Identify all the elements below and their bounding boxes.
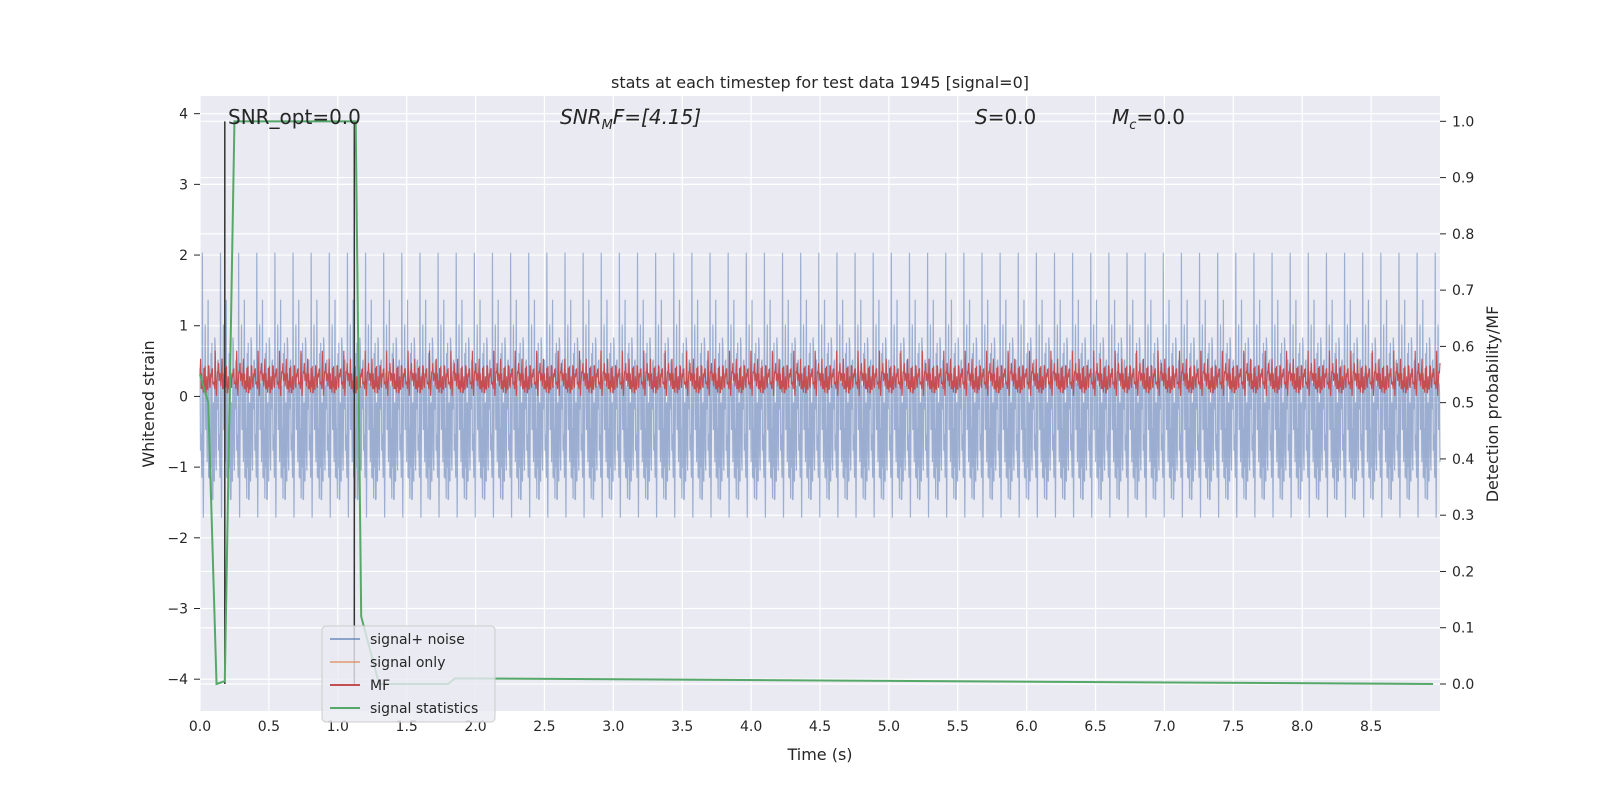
x-tick-label: 3.0: [602, 719, 624, 735]
x-tick-label: 5.5: [947, 719, 969, 735]
annotation-mc: Mc=0.0: [1112, 105, 1185, 133]
x-tick-label: 7.0: [1153, 719, 1175, 735]
y-ticks-right: 1.0 0.9 0.8 0.7 0.6 0.5 0.4 0.3 0.2 0.1 0.0: [1440, 114, 1474, 693]
y-right-tick-label: 0.7: [1452, 283, 1474, 299]
annotation-snr-mf-rest: F=[4.15]: [613, 105, 701, 129]
x-tick-label: 8.0: [1291, 719, 1313, 735]
y-tick-label: −4: [167, 672, 188, 688]
x-ticks: 0.0 0.5 1.0 1.5 2.0 2.5 3.0 3.5 4.0 4.5 5.0 5.5 6.0 6…: [189, 719, 1382, 735]
y-tick-label: −1: [167, 460, 188, 476]
y-right-tick-label: 0.9: [1452, 171, 1474, 187]
x-tick-label: 1.5: [396, 719, 418, 735]
x-tick-label: 5.0: [878, 719, 900, 735]
x-tick-label: 4.0: [740, 719, 762, 735]
y-right-tick-label: 0.5: [1452, 396, 1474, 412]
y-tick-label: −3: [167, 602, 188, 618]
x-tick-label: 6.0: [1016, 719, 1038, 735]
annotation-snr-mf: SNRMF=[4.15]: [560, 105, 701, 133]
y-right-tick-label: 0.8: [1452, 227, 1474, 243]
y-right-tick-label: 1.0: [1452, 114, 1474, 130]
x-tick-label: 2.5: [533, 719, 555, 735]
y-tick-label: 0: [179, 389, 188, 405]
x-tick-label: 4.5: [809, 719, 831, 735]
chart-title: stats at each timestep for test data 194…: [611, 73, 1029, 92]
y-axis-label-left: Whitened strain: [139, 340, 158, 467]
mf-line: [199, 350, 1441, 396]
annotation-mc-sub: c: [1129, 118, 1136, 133]
y-axis-label-right: Detection probability/MF: [1483, 306, 1502, 503]
x-tick-label: 8.5: [1360, 719, 1382, 735]
annotation-mc-base: M: [1112, 105, 1129, 129]
x-tick-label: 0.5: [258, 719, 280, 735]
vertical-markers: [224, 121, 356, 684]
annotation-snr-mf-sub: M: [602, 118, 613, 133]
y-right-tick-label: 0.0: [1452, 677, 1474, 693]
y-right-tick-label: 0.6: [1452, 339, 1474, 355]
y-tick-label: 3: [179, 177, 188, 193]
x-tick-label: 7.5: [1222, 719, 1244, 735]
y-tick-label: 4: [179, 107, 188, 123]
y-right-tick-label: 0.1: [1452, 621, 1474, 637]
annotation-s-base: S: [975, 105, 988, 129]
legend: signal+ noise signal only MF signal stat…: [321, 625, 496, 723]
legend-label-noise: signal+ noise: [370, 632, 465, 648]
legend-box: [321, 625, 496, 723]
y-tick-label: 2: [179, 248, 188, 264]
noise-line: [199, 252, 1441, 518]
y-ticks-left: 4 3 2 1 0 −1 −2 −3 −4: [167, 107, 200, 688]
x-tick-label: 3.5: [671, 719, 693, 735]
annotation-s: S=0.0: [975, 105, 1036, 129]
annotation-snr-mf-base: SNR: [560, 105, 602, 129]
y-right-tick-label: 0.4: [1452, 452, 1474, 468]
legend-label-signal-only: signal only: [370, 655, 445, 671]
legend-label-mf: MF: [370, 678, 390, 694]
annotation-snr-opt: SNR_opt=0.0: [228, 105, 361, 129]
x-tick-label: 1.0: [327, 719, 349, 735]
y-tick-label: −2: [167, 531, 188, 547]
annotation-mc-rest: =0.0: [1136, 105, 1185, 129]
y-right-tick-label: 0.2: [1452, 564, 1474, 580]
x-tick-label: 6.5: [1084, 719, 1106, 735]
x-axis-label: Time (s): [786, 745, 852, 764]
legend-label-stats: signal statistics: [370, 701, 478, 717]
y-right-tick-label: 0.3: [1452, 508, 1474, 524]
x-tick-label: 2.0: [464, 719, 486, 735]
x-tick-label: 0.0: [189, 719, 211, 735]
y-tick-label: 1: [179, 319, 188, 335]
series-mf: [199, 350, 1441, 396]
series-signal-noise: [199, 252, 1441, 518]
annotation-s-rest: =0.0: [988, 105, 1037, 129]
